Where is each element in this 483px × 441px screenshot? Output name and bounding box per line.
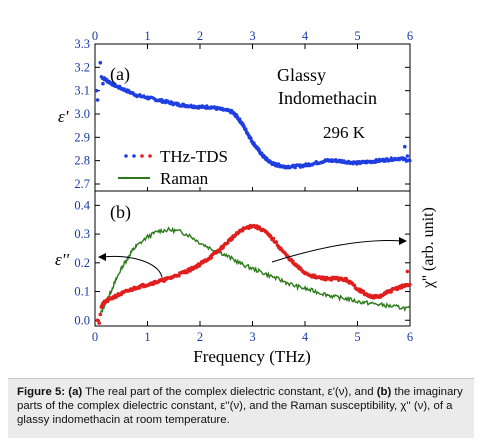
thz-point-a xyxy=(260,151,264,155)
top-tick-label: 6 xyxy=(407,29,413,43)
panel-a-frame xyxy=(94,43,411,192)
thz-point-b xyxy=(177,274,181,278)
thz-point-b xyxy=(230,237,234,241)
arrow-head-right xyxy=(399,237,407,245)
y-axis-label-a: ε' xyxy=(58,107,69,126)
annotation-indomethacin: Indomethacin xyxy=(278,88,377,108)
figure-caption: Figure 5: (a) The real part of the compl… xyxy=(8,378,474,438)
y-axis-label-b: ε'' xyxy=(55,250,69,269)
legend-thz-dot-3 xyxy=(140,154,144,158)
top-tick-label: 5 xyxy=(354,29,360,43)
y-tick-label-a: 3.1 xyxy=(74,84,90,98)
top-tick-label: 3 xyxy=(249,29,255,43)
caption-text-1: The real part of the complex dielectric … xyxy=(85,386,374,398)
ticks-layer: 0 1 2 3 4 5 6 3.3 3.2 3.1 3.0 2.9 2.8 2.7 0.0 0.1 0.2 0.3… xyxy=(74,29,413,344)
arrow-head-left xyxy=(98,253,106,261)
raman-line xyxy=(99,226,411,315)
legend-raman-label: Raman xyxy=(160,169,209,188)
y-tick-label-a: 3.3 xyxy=(74,37,90,51)
panel-b-frame xyxy=(94,190,411,327)
x-tick-label: 3 xyxy=(249,330,255,344)
legend-thz-dot-2 xyxy=(132,154,136,158)
thz-point-b xyxy=(291,259,295,263)
thz-outlier-b xyxy=(95,318,100,323)
y-tick-label-a: 3.2 xyxy=(74,60,90,74)
thz-point-b xyxy=(352,283,357,287)
x-tick-label: 2 xyxy=(197,330,203,344)
thz-outlier-a xyxy=(403,144,407,149)
y-tick-label-b: 0.3 xyxy=(74,227,90,241)
x-tick-label: 5 xyxy=(354,330,360,344)
y-tick-label-b: 0.1 xyxy=(74,285,90,299)
y-tick-label-b: 0.2 xyxy=(74,256,90,270)
arrow-to-right-axis xyxy=(271,240,403,263)
thz-point-a xyxy=(249,136,253,140)
thz-outlier-a xyxy=(101,81,105,86)
series-layer xyxy=(94,60,412,325)
thz-point-a xyxy=(389,156,393,160)
x-tick-label: 0 xyxy=(92,330,98,344)
top-tick-label: 1 xyxy=(144,29,150,43)
thz-point-b xyxy=(209,256,213,260)
x-tick-label: 4 xyxy=(302,330,309,344)
thz-point-b xyxy=(271,236,276,241)
thz-point-b xyxy=(408,282,412,287)
thz-point-a xyxy=(408,159,412,163)
caption-text-2: the imaginary parts of the complex diele… xyxy=(17,386,463,427)
thz-point-b xyxy=(274,240,279,244)
x-tick-label: 1 xyxy=(144,330,150,344)
right-axis-label: χ'' (arb. unit) xyxy=(420,207,437,289)
legend: THz-TDS Raman xyxy=(118,147,228,188)
y-tick-label-a: 2.9 xyxy=(74,130,90,144)
legend-thz-dot-4 xyxy=(148,154,152,158)
panel-b-label: (b) xyxy=(110,202,131,223)
caption-label: Figure 5: xyxy=(17,386,66,398)
arrow-to-left-axis xyxy=(102,255,163,278)
thz-point-b xyxy=(361,289,366,294)
y-tick-label-a: 2.8 xyxy=(74,154,90,168)
x-tick-label: 6 xyxy=(407,330,413,344)
legend-thz-dot-1 xyxy=(124,154,128,158)
top-tick-label: 4 xyxy=(302,29,309,43)
thz-outlier-b xyxy=(98,312,103,317)
legend-thz-label: THz-TDS xyxy=(160,147,228,166)
caption-a-label: (a) xyxy=(68,386,83,398)
thz-outlier-b xyxy=(405,269,410,274)
thz-outlier-a xyxy=(98,60,103,65)
thz-outlier-b xyxy=(97,321,101,325)
thz-point-a xyxy=(293,166,297,170)
y-tick-label-b: 0.0 xyxy=(74,313,90,327)
x-axis-label: Frequency (THz) xyxy=(193,347,311,366)
annotation-temperature: 296 K xyxy=(323,123,366,142)
caption-b-label: (b) xyxy=(376,386,392,398)
top-tick-label: 0 xyxy=(92,29,98,43)
y-tick-label-a: 3.0 xyxy=(74,107,90,121)
thz-outlier-a xyxy=(405,154,410,158)
y-tick-label-b: 0.4 xyxy=(74,198,90,212)
top-tick-label: 2 xyxy=(197,29,203,43)
annotation-glassy: Glassy xyxy=(277,65,326,85)
y-tick-label-a: 2.7 xyxy=(74,177,90,191)
panel-a-label: (a) xyxy=(110,64,130,85)
thz-outlier-a xyxy=(95,98,100,102)
thz-outlier-a xyxy=(94,88,99,93)
thz-point-a xyxy=(242,124,246,128)
